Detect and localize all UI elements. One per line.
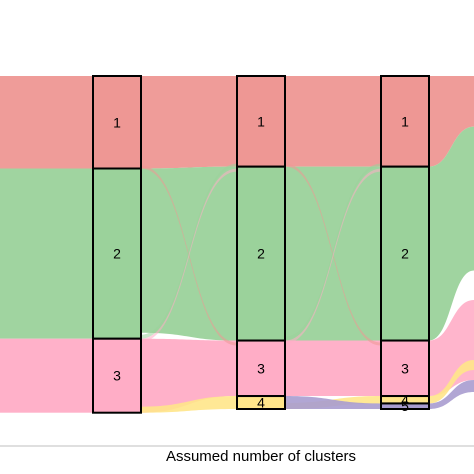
- flow-0-c2: [141, 166, 237, 341]
- stratum-label-axis1-cluster3: 3: [113, 368, 121, 384]
- thread-1-c: [285, 168, 381, 344]
- x-axis-title: Assumed number of clusters: [166, 448, 356, 465]
- flow-right-c1: [429, 76, 474, 167]
- stratum-label-axis3-cluster4: 4: [401, 392, 409, 408]
- stratum-label-axis3-cluster3: 3: [401, 360, 409, 376]
- stratum-axis3-cluster3: [380, 339, 430, 398]
- stratum-label-axis3-cluster5: 5: [401, 398, 409, 414]
- stratum-axis3-cluster5: [380, 402, 430, 411]
- flow-0-c4: [141, 396, 237, 413]
- thread-0-b: [141, 163, 237, 339]
- flow-right-c2: [429, 126, 474, 341]
- flow-band-left-1: [0, 76, 93, 169]
- flow-band-left-3: [0, 338, 93, 413]
- flow-band-left-2: [0, 168, 93, 339]
- stratum-axis2-cluster4: [236, 395, 286, 410]
- flow-0-c3: [141, 338, 237, 413]
- stratum-label-axis3-cluster2: 2: [401, 246, 409, 262]
- flow-right-c5: [429, 380, 474, 409]
- stratum-axis3-cluster1: [380, 75, 430, 168]
- flow-right-c4: [429, 360, 474, 404]
- stratum-label-axis2-cluster3: 3: [257, 360, 265, 376]
- stratum-label-axis2-cluster1: 1: [257, 113, 265, 129]
- thread-0-c: [141, 168, 237, 342]
- flow-0-c1: [141, 76, 237, 169]
- flow-1-c1: [285, 76, 381, 167]
- stratum-axis1-cluster3: [92, 337, 142, 414]
- stratum-label-axis1-cluster1: 1: [113, 114, 121, 130]
- flow-bands: [0, 76, 474, 413]
- stratum-label-axis2-cluster2: 2: [257, 246, 265, 262]
- stratum-axis2-cluster1: [236, 75, 286, 168]
- flow-1-c3: [285, 340, 381, 397]
- flow-1-c5: [285, 396, 381, 409]
- thread-1-b: [285, 163, 381, 341]
- stratum-label-axis3-cluster1: 1: [401, 113, 409, 129]
- stratum-label-axis2-cluster4: 4: [257, 395, 265, 411]
- stratum-label-axis1-cluster2: 2: [113, 246, 121, 262]
- stratum-axis3-cluster2: [380, 165, 430, 342]
- stratum-axis1-cluster2: [92, 167, 142, 340]
